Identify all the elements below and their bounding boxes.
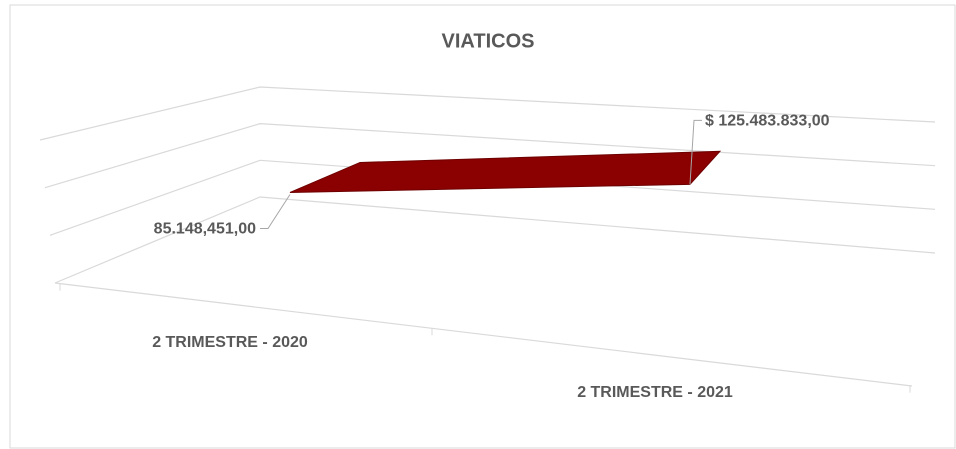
x-tick-label: 2 TRIMESTRE - 2021 [577,384,733,401]
x-tick-label: 2 TRIMESTRE - 2020 [152,334,308,351]
grid-line [54,196,936,284]
data-label: $ 125.483.833,00 [705,113,830,130]
x-axis [54,282,913,387]
leader-line [260,194,291,229]
grid-line [39,86,936,141]
data-label: 85.148,451,00 [154,221,256,238]
chart-title: VIATICOS [442,30,535,52]
grid-line [49,159,936,236]
leader-line [689,119,702,185]
ribbon [289,150,722,193]
chart-border [9,4,956,449]
